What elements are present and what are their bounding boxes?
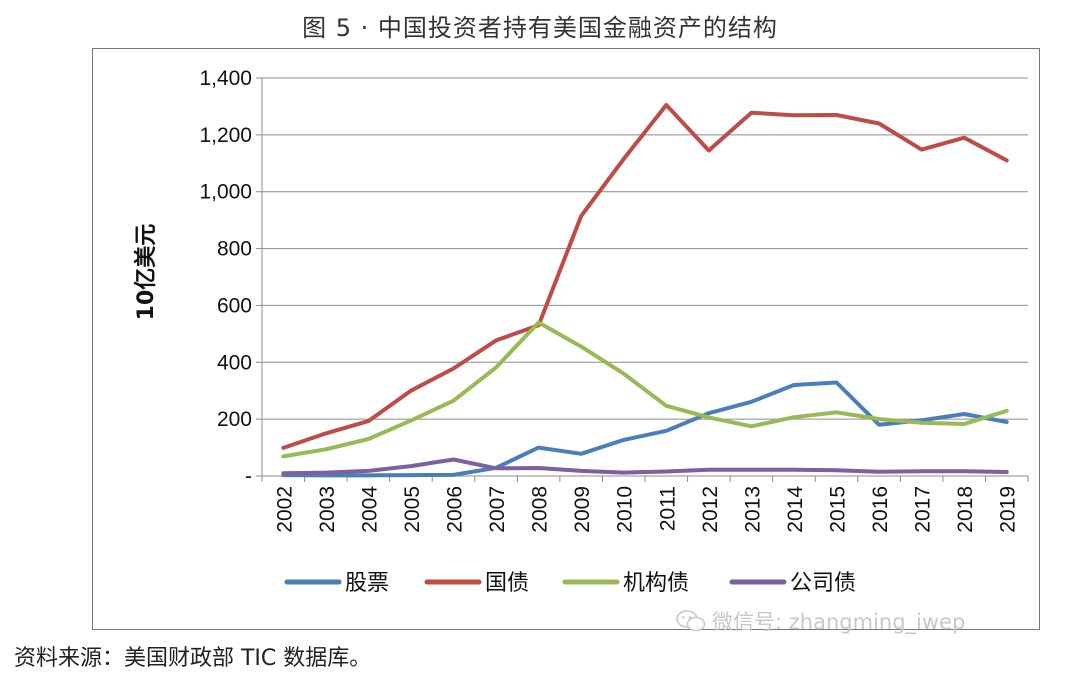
x-axis-ticks: 2002 2003 2004 2005 2006 2007 2008 2009 2010 2011… [261,476,1029,533]
x-tick-label: 2002 [273,486,296,533]
source-note: 资料来源：美国财政部 TIC 数据库。 [14,646,372,671]
y-tick-label: 1,000 [199,181,252,204]
series-line-1 [281,103,1009,450]
y-tick-label: 1,200 [199,124,252,147]
y-tick-label: 400 [217,351,252,374]
series-lines [281,103,1009,478]
x-tick-label: 2015 [827,486,850,533]
y-tick-label: 200 [217,408,252,431]
legend-label: 国债 [485,571,529,596]
x-tick-label: 2018 [954,486,977,533]
x-tick-label: 2004 [358,486,381,533]
watermark-text: 微信号: zhangming_iwep [712,610,966,634]
x-tick-label: 2016 [869,486,892,533]
legend-label: 公司债 [790,571,856,596]
y-tick-label: 600 [217,294,252,317]
series-line-2 [281,320,1009,459]
legend: 股票 国债 机构债 公司债 [284,571,856,596]
chart-frame [92,48,1040,630]
series-line-0 [281,380,1009,478]
y-tick-label: - [245,465,252,488]
watermark: 微信号: zhangming_iwep [676,606,965,636]
x-tick-label: 2012 [699,486,722,533]
chart-title: 图 5 · 中国投资者持有美国金融资产的结构 [302,14,778,42]
legend-label: 股票 [345,571,389,596]
x-tick-label: 2005 [401,486,424,533]
y-axis-ticks: - 200 400 600 800 1,000 1,200 1,400 [199,67,262,488]
x-tick-label: 2007 [486,486,509,533]
y-tick-label: 800 [217,238,252,261]
x-tick-label: 2006 [444,486,467,533]
x-tick-label: 2019 [997,486,1020,533]
x-tick-label: 2013 [741,486,764,533]
x-tick-label: 2003 [316,486,339,533]
series-line-3 [281,457,1009,476]
y-axis-label: 10亿美元 [133,224,159,321]
x-tick-label: 2010 [614,486,637,533]
y-tick-label: 1,400 [199,67,252,90]
x-tick-label: 2011 [656,486,679,531]
x-tick-label: 2017 [912,486,935,533]
wechat-icon [676,610,706,632]
x-tick-label: 2009 [571,486,594,533]
x-tick-label: 2008 [529,486,552,533]
legend-label: 机构债 [623,571,689,596]
x-tick-label: 2014 [784,486,807,533]
